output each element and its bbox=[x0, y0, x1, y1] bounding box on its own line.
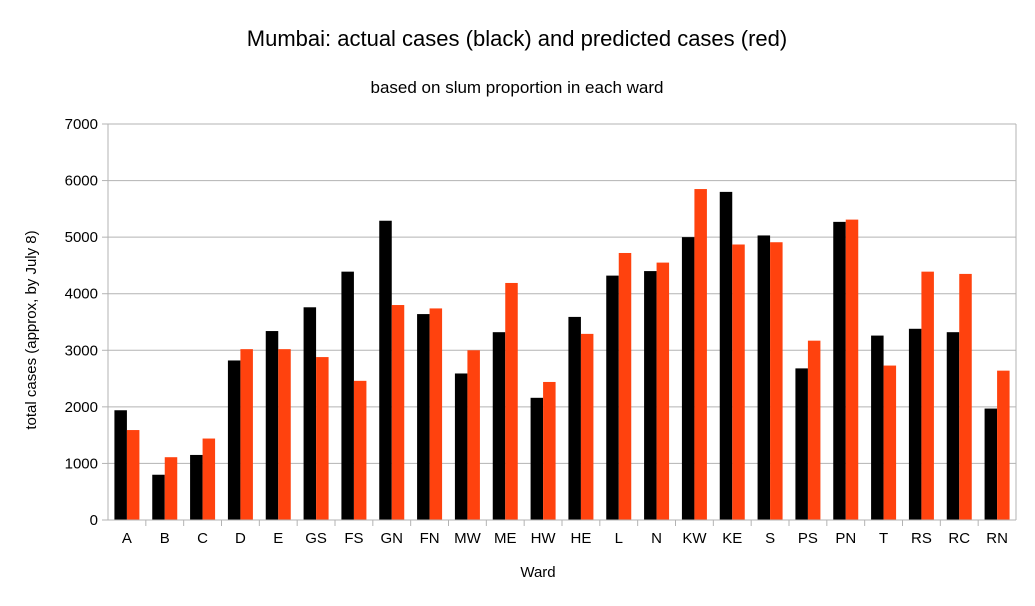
bar-series1-FS bbox=[341, 271, 354, 520]
x-tick-label-T: T bbox=[879, 530, 888, 547]
x-tick-label-E: E bbox=[273, 530, 283, 547]
x-tick-label-HE: HE bbox=[570, 530, 591, 547]
bar-series2-E bbox=[278, 349, 291, 520]
bar-series1-KE bbox=[719, 191, 733, 520]
x-tick-label-GS: GS bbox=[305, 530, 327, 547]
x-tick-label-A: A bbox=[122, 530, 132, 547]
bar-series1-GS bbox=[303, 307, 317, 520]
bar-series2-MW bbox=[467, 350, 480, 520]
gridlines bbox=[108, 123, 1016, 521]
x-tick-label-RN: RN bbox=[986, 530, 1008, 547]
x-tick-label-RS: RS bbox=[911, 530, 932, 547]
bar-series1-S bbox=[757, 235, 771, 520]
bar-series1-PN bbox=[833, 221, 846, 520]
bar-series2-HW bbox=[543, 381, 556, 520]
bar-series2-KW bbox=[694, 189, 707, 521]
x-tick-label-RC: RC bbox=[948, 530, 970, 547]
y-tick-label-3: 3000 bbox=[65, 342, 98, 359]
x-tick-label-C: C bbox=[197, 530, 208, 547]
bar-series1-C bbox=[190, 454, 203, 520]
bar-series1-RS bbox=[908, 328, 922, 520]
bar-series2-FS bbox=[353, 380, 367, 520]
y-tick-label-2: 2000 bbox=[65, 399, 98, 416]
bar-series1-N bbox=[644, 271, 657, 520]
x-tick-label-GN: GN bbox=[381, 530, 404, 547]
chart-title: Mumbai: actual cases (black) and predict… bbox=[247, 26, 787, 51]
bar-series1-L bbox=[606, 275, 619, 520]
bar-series2-KE bbox=[732, 244, 745, 521]
bar-series2-PN bbox=[845, 219, 859, 520]
x-tick-label-ME: ME bbox=[494, 530, 517, 547]
bar-series2-GS bbox=[316, 357, 329, 520]
bar-series1-RC bbox=[946, 332, 960, 520]
bar-series2-L bbox=[618, 252, 632, 521]
bar-series1-E bbox=[265, 331, 279, 520]
y-tick-label-0: 0 bbox=[90, 512, 98, 529]
bar-series2-RS bbox=[921, 271, 934, 520]
x-axis-label: Ward bbox=[520, 564, 555, 581]
bar-series2-ME bbox=[505, 282, 518, 520]
bar-series1-MW bbox=[454, 373, 468, 520]
bar-series2-D bbox=[240, 349, 253, 520]
bar-series1-B bbox=[152, 474, 165, 520]
x-tick-label-N: N bbox=[651, 530, 662, 547]
bar-series2-GN bbox=[391, 305, 405, 520]
bar-series2-C bbox=[202, 438, 216, 520]
x-tick-label-KW: KW bbox=[682, 530, 707, 547]
bar-series1-PS bbox=[795, 368, 808, 520]
bar-series2-RC bbox=[959, 273, 972, 520]
x-tick-label-PN: PN bbox=[835, 530, 856, 547]
x-tick-label-FS: FS bbox=[344, 530, 363, 547]
x-tick-label-B: B bbox=[160, 530, 170, 547]
x-tick-label-FN: FN bbox=[420, 530, 440, 547]
bar-series1-D bbox=[227, 360, 241, 520]
y-axis-label: total cases (approx, by July 8) bbox=[23, 230, 40, 429]
x-tick-label-L: L bbox=[615, 530, 623, 547]
bar-series2-S bbox=[770, 242, 783, 520]
bar-series1-T bbox=[871, 335, 884, 520]
bar-series2-FN bbox=[429, 308, 443, 520]
y-tick-label-5: 5000 bbox=[65, 229, 98, 246]
x-tick-label-MW: MW bbox=[454, 530, 481, 547]
bar-series1-A bbox=[114, 410, 127, 520]
bar-series2-T bbox=[883, 365, 897, 520]
x-tick-label-S: S bbox=[765, 530, 775, 547]
bar-series2-PS bbox=[807, 340, 821, 520]
bar-series1-FN bbox=[417, 314, 430, 520]
chart-subtitle: based on slum proportion in each ward bbox=[371, 78, 664, 97]
bar-series1-GN bbox=[379, 220, 392, 521]
y-tick-label-4: 4000 bbox=[65, 286, 98, 303]
y-tick-label-1: 1000 bbox=[65, 455, 98, 472]
bar-series2-A bbox=[126, 430, 140, 520]
bars bbox=[114, 189, 1010, 521]
bar-series1-RN bbox=[984, 408, 998, 520]
y-tick-label-7: 7000 bbox=[65, 116, 98, 133]
x-tick-label-KE: KE bbox=[722, 530, 742, 547]
y-axis-ticks: 0 1000 2000 3000 4000 5000 6000 7000 bbox=[65, 116, 108, 529]
x-tick-label-PS: PS bbox=[798, 530, 818, 547]
x-tick-label-HW: HW bbox=[531, 530, 557, 547]
bar-series2-N bbox=[656, 262, 670, 520]
x-tick-label-D: D bbox=[235, 530, 246, 547]
y-tick-label-6: 6000 bbox=[65, 173, 98, 190]
bar-series1-ME bbox=[492, 332, 506, 520]
bar-series2-RN bbox=[997, 370, 1010, 520]
bar-series1-HW bbox=[530, 397, 544, 520]
bar-series2-B bbox=[164, 457, 178, 520]
x-axis-ticks: A B C D E GS FS GN FN MW ME HW HE L N KW KE S PS PN T RS RC RN bbox=[122, 520, 1008, 547]
bar-series1-HE bbox=[568, 316, 581, 520]
bar-series2-HE bbox=[580, 333, 594, 520]
bar-series1-KW bbox=[681, 237, 695, 520]
